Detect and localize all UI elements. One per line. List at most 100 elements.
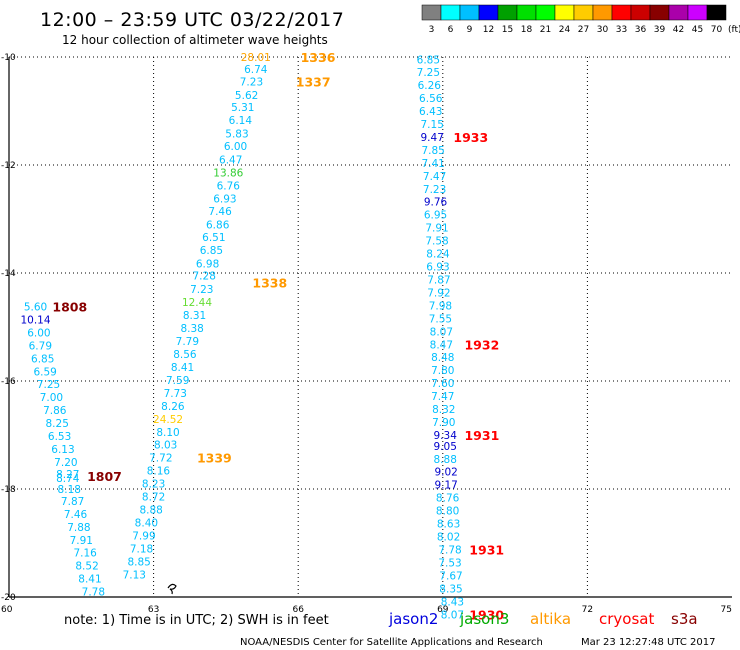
color-scale-swatch bbox=[592, 4, 613, 21]
wave-height-value: 6.26 bbox=[418, 80, 442, 92]
wave-height-value: 6.85 bbox=[200, 245, 223, 257]
wave-height-value: 6.47 bbox=[219, 155, 242, 167]
color-scale-swatch bbox=[535, 4, 556, 21]
y-tick-label: -18 bbox=[1, 485, 16, 495]
wave-height-value: 24.52 bbox=[153, 414, 183, 426]
wave-height-value: 8.27 bbox=[56, 469, 79, 481]
wave-height-value: 7.72 bbox=[149, 453, 172, 465]
wave-height-value: 7.41 bbox=[421, 158, 444, 170]
wave-height-value: 7.23 bbox=[190, 284, 213, 296]
wave-height-value: 7.18 bbox=[130, 543, 153, 555]
y-tick-label: -20 bbox=[1, 593, 16, 603]
wave-height-value: 5.83 bbox=[225, 129, 248, 141]
wave-height-value: 6.74 bbox=[244, 64, 268, 76]
wave-height-value: 7.87 bbox=[61, 496, 84, 508]
wave-height-value: 7.90 bbox=[432, 417, 455, 429]
color-scale-label: 42 bbox=[673, 25, 684, 35]
wave-height-value: 28.01 bbox=[241, 52, 271, 64]
pass-time-label: 1932 bbox=[464, 337, 499, 352]
chart-title: 12:00 – 23:59 UTC 03/22/2017 bbox=[40, 9, 344, 31]
wave-height-value: 8.16 bbox=[147, 466, 171, 478]
wave-height-value: 7.91 bbox=[70, 535, 93, 547]
color-scale-label: 21 bbox=[540, 25, 551, 35]
pass-time-labels: 1336 1337 1338 1339 1808 1807 1933 1932 1931 1931… bbox=[52, 50, 504, 622]
pass-time-label: 1933 bbox=[453, 130, 488, 145]
wave-height-value: 7.92 bbox=[427, 287, 450, 299]
wave-height-value: 9.47 bbox=[421, 132, 444, 144]
axis-tick-labels: 60 63 66 69 72 75 -10 -12 -14 -16 -18 -20 bbox=[1, 53, 732, 615]
wave-height-value: 10.14 bbox=[20, 314, 50, 326]
wave-height-value: 7.23 bbox=[240, 76, 263, 88]
pass-time-label: 1930 bbox=[469, 607, 504, 622]
color-scale-label: 33 bbox=[616, 25, 627, 35]
wave-height-value: 8.25 bbox=[46, 418, 69, 430]
wave-height-value: 9.02 bbox=[434, 467, 457, 479]
wave-height-value: 8.41 bbox=[78, 574, 101, 586]
wave-height-value: 6.76 bbox=[217, 181, 241, 193]
wave-height-value: 7.78 bbox=[82, 587, 105, 599]
wave-height-value: 7.58 bbox=[425, 236, 448, 248]
wave-height-value: 8.76 bbox=[436, 493, 460, 505]
wave-height-value: 8.18 bbox=[58, 484, 81, 496]
pass-time-label: 1337 bbox=[296, 74, 331, 89]
pass-time-label: 1807 bbox=[87, 469, 122, 484]
wave-height-value: 13.86 bbox=[213, 168, 243, 180]
wave-height-value: 6.59 bbox=[33, 366, 56, 378]
wave-height-values: 28.016.747.235.625.316.145.836.006.4713.… bbox=[20, 52, 464, 621]
wave-height-value: 6.00 bbox=[224, 141, 247, 153]
wave-height-value: 8.07 bbox=[430, 326, 453, 338]
wave-height-value: 6.98 bbox=[196, 258, 219, 270]
y-tick-label: -16 bbox=[1, 377, 16, 387]
wave-height-value: 9.34 bbox=[434, 430, 458, 442]
y-tick-label: -10 bbox=[1, 53, 16, 63]
wave-height-value: 7.55 bbox=[429, 313, 452, 325]
wave-height-value: 8.41 bbox=[171, 362, 194, 374]
color-scale-label: 45 bbox=[692, 25, 703, 35]
units-note: note: 1) Time is in UTC; 2) SWH is in fe… bbox=[64, 613, 329, 628]
wave-height-value: 5.31 bbox=[231, 102, 254, 114]
pass-time-label: 1336 bbox=[301, 50, 336, 65]
footer-credit: NOAA/NESDIS Center for Satellite Applica… bbox=[240, 637, 543, 648]
color-scale-swatch bbox=[459, 4, 480, 21]
pass-time-label: 1338 bbox=[252, 276, 287, 291]
wave-height-value: 8.24 bbox=[426, 249, 450, 261]
wave-height-value: 5.60 bbox=[24, 301, 47, 313]
grid-lines bbox=[8, 56, 732, 598]
wave-height-value: 8.80 bbox=[436, 506, 459, 518]
wave-height-value: 7.98 bbox=[429, 300, 452, 312]
x-tick-label: 63 bbox=[148, 605, 159, 615]
color-scale-label: 12 bbox=[483, 25, 494, 35]
wave-height-value: 8.72 bbox=[142, 492, 165, 504]
wave-height-value: 6.14 bbox=[229, 115, 253, 127]
color-scale-swatch bbox=[649, 4, 670, 21]
color-scale-swatch bbox=[421, 4, 442, 21]
color-scale-label: 6 bbox=[448, 25, 454, 35]
wave-height-value: 8.48 bbox=[431, 352, 454, 364]
pass-time-label: 1931 bbox=[464, 428, 499, 443]
wave-height-value: 7.78 bbox=[438, 544, 461, 556]
wave-height-value: 6.13 bbox=[51, 444, 74, 456]
y-tick-label: -12 bbox=[1, 161, 16, 171]
chart-subtitle: 12 hour collection of altimeter wave hei… bbox=[62, 33, 328, 47]
wave-height-value: 8.23 bbox=[142, 479, 165, 491]
wave-height-value: 8.26 bbox=[161, 401, 185, 413]
color-scale-label: 15 bbox=[502, 25, 513, 35]
color-scale-label: 18 bbox=[521, 25, 533, 35]
wave-height-value: 8.88 bbox=[434, 454, 457, 466]
wave-height-value: 6.85 bbox=[31, 353, 54, 365]
wave-height-value: 8.10 bbox=[156, 427, 179, 439]
wave-height-value: 8.38 bbox=[180, 323, 203, 335]
wave-height-value: 8.52 bbox=[75, 561, 98, 573]
wave-height-value: 7.46 bbox=[208, 206, 232, 218]
wave-height-value: 8.07 bbox=[441, 609, 464, 621]
y-tick-label: -14 bbox=[1, 269, 16, 279]
wave-height-value: 8.40 bbox=[135, 517, 158, 529]
wave-height-value: 7.16 bbox=[73, 548, 97, 560]
color-scale-swatch bbox=[516, 4, 537, 21]
wave-height-value: 7.59 bbox=[166, 375, 189, 387]
color-scale-swatch bbox=[611, 4, 632, 21]
color-scale-label: 70 bbox=[711, 25, 723, 35]
color-scale-swatch bbox=[478, 4, 499, 21]
